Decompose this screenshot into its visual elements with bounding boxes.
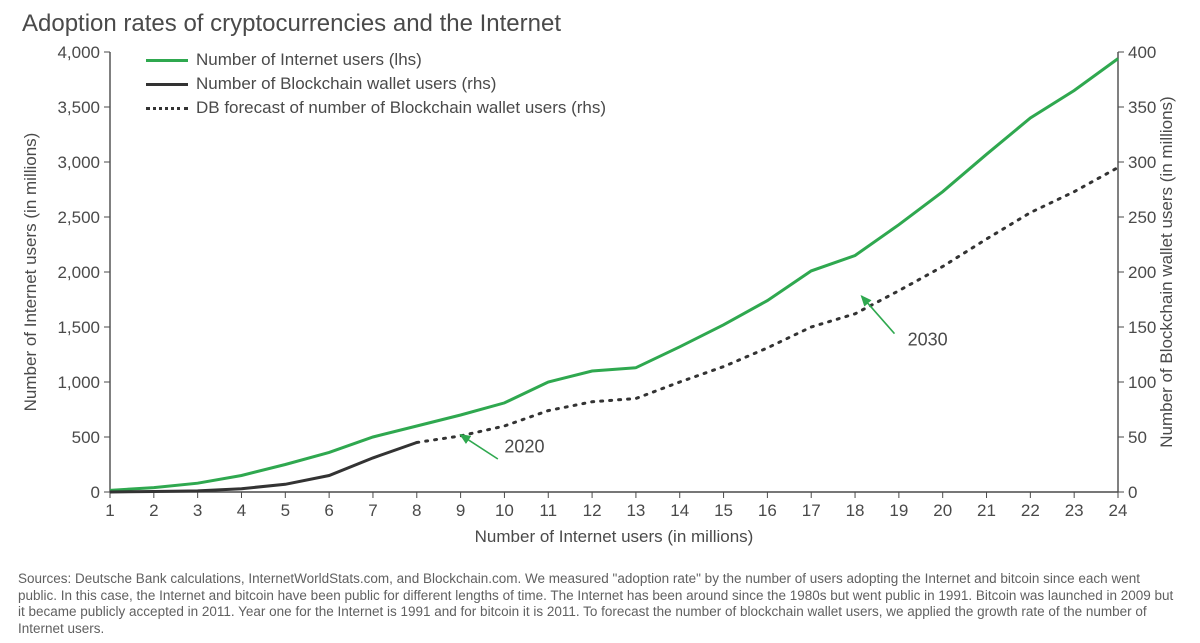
- x-tick-label: 13: [626, 501, 645, 520]
- chart-container: Adoption rates of cryptocurrencies and t…: [0, 0, 1200, 643]
- x-tick-label: 19: [889, 501, 908, 520]
- x-tick-label: 11: [539, 501, 557, 520]
- y-right-tick-label: 350: [1128, 98, 1156, 117]
- x-tick-label: 7: [368, 501, 377, 520]
- x-tick-label: 4: [237, 501, 246, 520]
- y-right-axis-title: Number of Blockchain wallet users (in mi…: [1157, 96, 1176, 447]
- x-tick-label: 22: [1021, 501, 1040, 520]
- x-tick-label: 16: [758, 501, 777, 520]
- y-right-tick-label: 400: [1128, 43, 1156, 62]
- x-tick-label: 9: [456, 501, 465, 520]
- y-left-tick-label: 2,000: [57, 263, 100, 282]
- x-tick-label: 15: [714, 501, 733, 520]
- series-forecast: [417, 168, 1118, 443]
- x-tick-label: 2: [149, 501, 158, 520]
- x-axis-title: Number of Internet users (in millions): [475, 527, 754, 546]
- plot-svg: 0 500 1,000 1,500 2,000 2,500 3,000 3,500 4,000 0…: [18, 42, 1182, 562]
- x-tick-label: 5: [281, 501, 290, 520]
- x-tick-label: 17: [802, 501, 821, 520]
- y-right-tick-label: 0: [1128, 483, 1137, 502]
- series-blockchain: [110, 443, 417, 493]
- y-left-tick-label: 500: [72, 428, 100, 447]
- x-tick-label: 1: [105, 501, 114, 520]
- x-tick-label: 24: [1109, 501, 1128, 520]
- y-right-tick-label: 200: [1128, 263, 1156, 282]
- anno-2020-label: 2020: [504, 436, 544, 456]
- anno-2030-label: 2030: [908, 330, 948, 350]
- y-right-tick-label: 100: [1128, 373, 1156, 392]
- y-right-tick-label: 50: [1128, 428, 1147, 447]
- anno-2020-arrow: [461, 435, 498, 459]
- y-right-tick-label: 300: [1128, 153, 1156, 172]
- source-footnote: Sources: Deutsche Bank calculations, Int…: [18, 571, 1182, 637]
- x-tick-label: 20: [933, 501, 952, 520]
- x-tick-label: 23: [1065, 501, 1084, 520]
- series-internet: [110, 59, 1118, 491]
- x-tick-label: 10: [495, 501, 514, 520]
- y-left-tick-label: 0: [91, 483, 100, 502]
- y-left-tick-label: 4,000: [57, 43, 100, 62]
- y-left-tick-label: 2,500: [57, 208, 100, 227]
- y-left-tick-label: 3,500: [57, 98, 100, 117]
- x-tick-label: 21: [977, 501, 996, 520]
- x-tick-label: 8: [412, 501, 421, 520]
- y-left-tick-label: 3,000: [57, 153, 100, 172]
- x-tick-label: 6: [324, 501, 333, 520]
- chart-area: Number of Internet users (lhs) Number of…: [18, 42, 1182, 562]
- chart-title: Adoption rates of cryptocurrencies and t…: [22, 10, 1182, 38]
- x-tick-label: 14: [670, 501, 689, 520]
- x-tick-label: 3: [193, 501, 202, 520]
- x-tick-label: 12: [583, 501, 602, 520]
- x-tick-label: 18: [846, 501, 865, 520]
- y-left-tick-label: 1,000: [57, 373, 100, 392]
- axis-left-bottom: [110, 52, 1118, 492]
- y-left-axis-title: Number of Internet users (in millions): [21, 133, 40, 412]
- y-right-tick-label: 250: [1128, 208, 1156, 227]
- y-left-tick-label: 1,500: [57, 318, 100, 337]
- y-right-tick-label: 150: [1128, 318, 1156, 337]
